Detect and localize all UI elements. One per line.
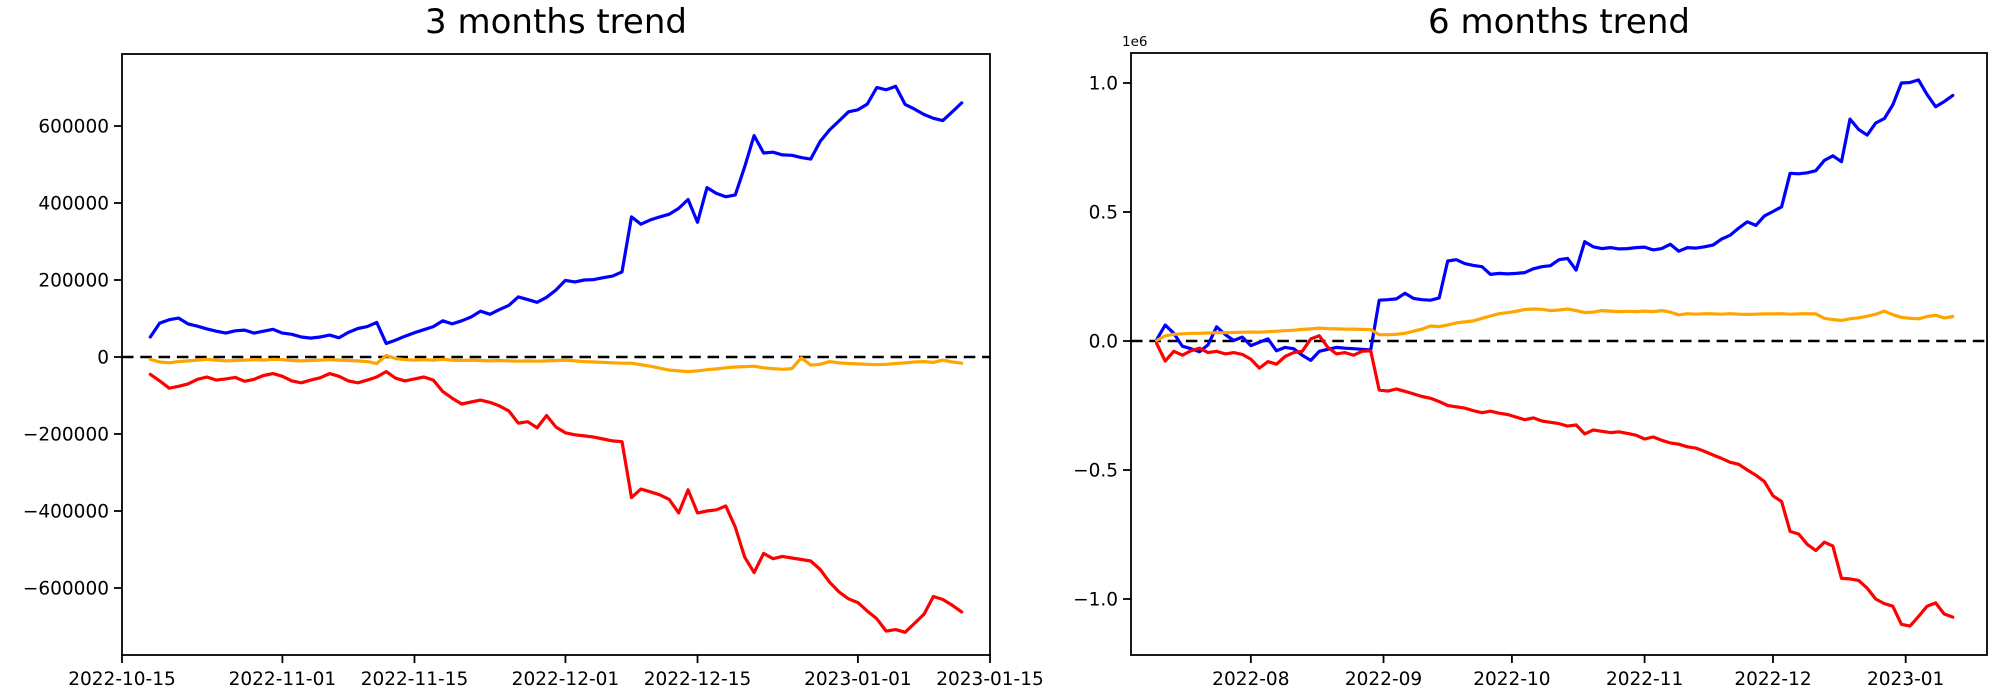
x-tick-label: 2022-12	[1734, 669, 1811, 690]
x-tick-label: 2022-12-15	[644, 669, 752, 690]
y-tick-label: −200000	[23, 425, 109, 446]
y-tick-label: −600000	[23, 579, 109, 600]
red-line	[148, 370, 964, 634]
right-chart-title: 6 months trend	[1428, 2, 1690, 42]
x-tick-label: 2022-12-01	[512, 669, 620, 690]
y-tick-label: 600000	[38, 117, 109, 138]
blue-line	[148, 84, 964, 346]
y-tick-label: 0.5	[1089, 203, 1118, 224]
y-tick-label: −400000	[23, 502, 109, 523]
x-tick-label: 2023-01-01	[804, 669, 912, 690]
y-axis-offset-label: 1e6	[1122, 34, 1147, 50]
y-tick-label: 1.0	[1089, 74, 1118, 95]
x-tick-label: 2022-11-15	[361, 669, 469, 690]
y-tick-label: 400000	[38, 194, 109, 215]
x-tick-label: 2022-10-15	[68, 669, 176, 690]
right-chart: 1.0 0.5 0.0 −0.5 −1.0 2022-08 2022-09 2022-10 20…	[1073, 34, 1988, 690]
x-tick-label: 2022-09	[1345, 669, 1422, 690]
x-tick-label: 2022-08	[1212, 669, 1289, 690]
y-tick-label: −0.5	[1073, 461, 1118, 482]
orange-line	[1155, 307, 1955, 343]
orange-line	[148, 353, 964, 374]
x-tick-label: 2023-01-15	[936, 669, 1044, 690]
left-chart: 600000 400000 200000 0 −200000 −400000 −600000…	[23, 53, 1044, 690]
x-tick-label: 2023-01	[1867, 669, 1944, 690]
x-tick-label: 2022-11	[1606, 669, 1683, 690]
plot-border	[121, 53, 991, 656]
blue-line	[1155, 78, 1955, 362]
red-line	[1155, 334, 1955, 628]
y-tick-label: 0.0	[1089, 332, 1118, 353]
plot-border	[1130, 52, 1988, 656]
x-tick-label: 2022-11-01	[229, 669, 337, 690]
x-tick-label: 2022-10	[1473, 669, 1550, 690]
left-chart-title: 3 months trend	[425, 2, 687, 42]
y-tick-label: 200000	[38, 271, 109, 292]
y-tick-label: −1.0	[1073, 590, 1118, 611]
y-tick-label: 0	[97, 348, 109, 369]
